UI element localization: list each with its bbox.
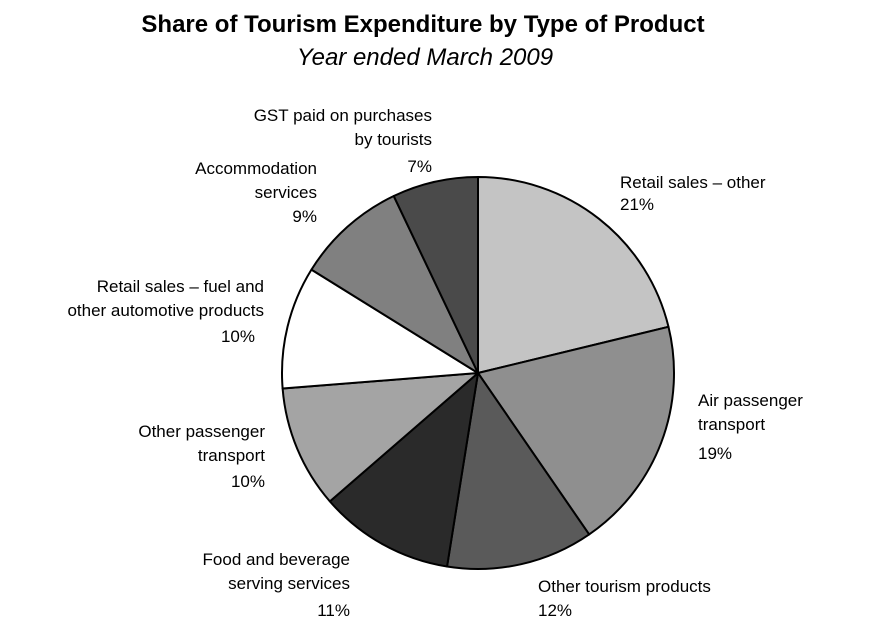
slice-value-air-passenger-transport: 19%: [698, 444, 732, 463]
slice-value-food-and-beverage-serving-services: 11%: [317, 601, 350, 620]
slice-value-other-passenger-transport: 10%: [231, 472, 265, 491]
pie-slices: [281, 176, 675, 570]
slice-label-food-and-beverage-serving-services: Food and beverage serving services: [203, 550, 350, 593]
pie-slice-gst-paid-on-purchases-by-tourists: [392, 176, 479, 374]
pie-slice-other-tourism-products: [446, 372, 591, 570]
slice-label-line: Other tourism products: [538, 577, 711, 596]
slice-label-line: Food and beverage: [203, 550, 350, 569]
slice-value-accommodation-services: 9%: [292, 207, 317, 226]
slice-label-retail-sales-other: Retail sales – other: [620, 173, 766, 192]
pie-slice-accommodation-services: [310, 195, 479, 374]
slice-value-retail-sales-fuel-and-other-automotive-products: 10%: [221, 327, 255, 346]
slice-label-line: Air passenger: [698, 391, 803, 410]
slice-label-line: Accommodation: [195, 159, 317, 178]
slice-label-line: by tourists: [355, 130, 432, 149]
pie-slice-retail-sales-other: [477, 176, 670, 374]
pie-slice-air-passenger-transport: [477, 325, 675, 536]
slice-label-other-passenger-transport: Other passenger transport: [138, 422, 265, 465]
pie-labels: Retail sales – other 21% Air passenger tran…: [67, 106, 803, 620]
slice-label-line: Retail sales – fuel and: [97, 277, 264, 296]
chart-subtitle: Year ended March 2009: [297, 44, 553, 71]
slice-value-other-tourism-products: 12%: [538, 601, 572, 620]
slice-label-line: GST paid on purchases: [254, 106, 432, 125]
slice-label-line: transport: [698, 415, 765, 434]
slice-label-air-passenger-transport: Air passenger transport: [698, 391, 803, 434]
pie-slice-food-and-beverage-serving-services: [328, 372, 479, 568]
slice-label-line: other automotive products: [67, 301, 264, 320]
slice-label-line: services: [255, 183, 317, 202]
slice-label-line: serving services: [228, 574, 350, 593]
slice-value-gst-paid-on-purchases-by-tourists: 7%: [407, 157, 432, 176]
pie-slice-other-passenger-transport: [281, 372, 479, 503]
slice-label-other-tourism-products: Other tourism products: [538, 577, 711, 596]
slice-value-retail-sales-other: 21%: [620, 195, 654, 214]
slice-label-retail-sales-fuel-and-other-automotive-products: Retail sales – fuel and other automotive …: [67, 277, 264, 320]
slice-label-line: Retail sales – other: [620, 173, 766, 192]
slice-label-gst-paid-on-purchases-by-tourists: GST paid on purchases by tourists: [254, 106, 432, 149]
slice-label-line: Other passenger: [138, 422, 265, 441]
chart-title: Share of Tourism Expenditure by Type of …: [141, 11, 704, 38]
slice-label-accommodation-services: Accommodation services: [195, 159, 317, 202]
slice-label-line: transport: [198, 446, 265, 465]
pie-slice-retail-sales-fuel-and-other-automotive-products: [281, 268, 479, 390]
